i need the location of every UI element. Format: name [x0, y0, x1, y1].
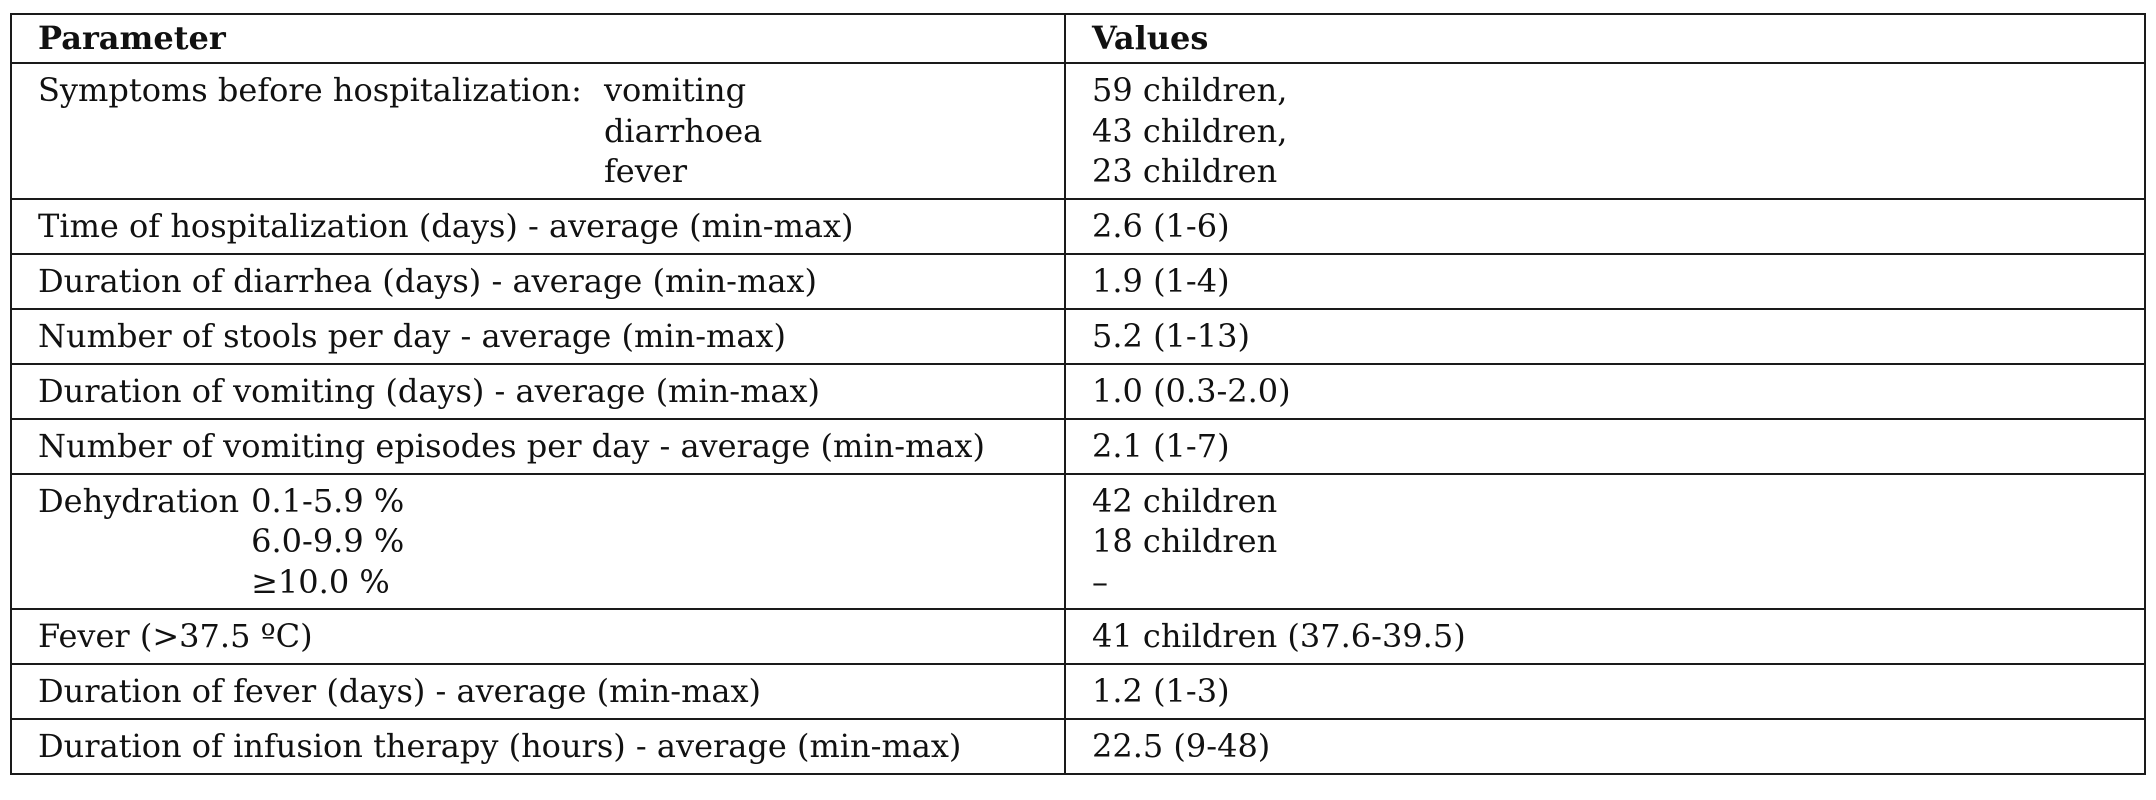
dehydration-value: –: [1092, 562, 1108, 601]
dehydration-label: Dehydration: [38, 481, 240, 520]
value-cell: 1.9 (1-4): [1064, 252, 2146, 310]
dehydration-value: 42 children: [1092, 481, 1278, 520]
clinical-parameters-table: Parameter Values Symptoms before hospita…: [10, 13, 2146, 775]
dehydration-item: ≥10.0 %: [251, 562, 390, 601]
value-cell: 2.1 (1-7): [1064, 417, 2146, 475]
symptom-value: 43 children,: [1092, 111, 1288, 150]
table-row: Number of stools per day - average (min-…: [10, 307, 2146, 365]
value-cell: 5.2 (1-13): [1064, 307, 2146, 365]
header-parameter: Parameter: [10, 13, 1066, 64]
table-row: Duration of infusion therapy (hours) - a…: [10, 718, 2146, 775]
symptom-item: diarrhoea: [603, 111, 763, 150]
parameter-cell: Number of stools per day - average (min-…: [10, 307, 1066, 365]
parameter-cell: Time of hospitalization (days) - average…: [10, 197, 1066, 255]
table-row: Number of vomiting episodes per day - av…: [10, 417, 2146, 475]
value-cell: 1.0 (0.3-2.0): [1064, 362, 2146, 420]
parameter-cell: Duration of diarrhea (days) - average (m…: [10, 252, 1066, 310]
table-row: Duration of fever (days) - average (min-…: [10, 663, 2146, 720]
parameter-cell: Fever (>37.5 ºC): [10, 608, 1066, 665]
dehydration-values-cell: 42 children 18 children –: [1064, 472, 2146, 610]
symptoms-values-cell: 59 children, 43 children, 23 children: [1064, 62, 2146, 200]
dehydration-items: 0.1-5.9 % 6.0-9.9 % ≥10.0 %: [251, 481, 404, 603]
table-row-symptoms: Symptoms before hospitalization: vomiting…: [10, 62, 2146, 200]
symptom-item: fever: [603, 152, 688, 190]
table-row: Duration of vomiting (days) - average (m…: [10, 362, 2146, 420]
table-header-row: Parameter Values: [10, 13, 2146, 64]
table-row: Fever (>37.5 ºC) 41 children (37.6-39.5): [10, 608, 2146, 665]
table-row-dehydration: Dehydration 0.1-5.9 % 6.0-9.9 % ≥10.0 % 42 …: [10, 472, 2146, 610]
value-cell: 41 children (37.6-39.5): [1064, 608, 2146, 665]
dehydration-item: 0.1-5.9 %: [251, 481, 405, 520]
value-cell: 22.5 (9-48): [1064, 718, 2146, 775]
symptoms-parameter-cell: Symptoms before hospitalization: vomiting…: [10, 62, 1066, 200]
symptom-item: vomiting: [603, 71, 747, 109]
value-cell: 2.6 (1-6): [1064, 197, 2146, 255]
dehydration-item: 6.0-9.9 %: [251, 522, 405, 560]
symptoms-items: vomiting diarrhoea fever: [604, 70, 762, 192]
parameter-cell: Duration of fever (days) - average (min-…: [10, 663, 1066, 720]
parameter-cell: Duration of vomiting (days) - average (m…: [10, 362, 1066, 420]
table-row: Time of hospitalization (days) - average…: [10, 197, 2146, 255]
parameter-cell: Duration of infusion therapy (hours) - a…: [10, 718, 1066, 775]
table-row: Duration of diarrhea (days) - average (m…: [10, 252, 2146, 310]
symptoms-label: Symptoms before hospitalization:: [38, 71, 582, 109]
dehydration-value: 18 children: [1092, 522, 1278, 560]
value-cell: 1.2 (1-3): [1064, 663, 2146, 720]
symptom-value: 23 children: [1092, 152, 1278, 190]
parameter-cell: Number of vomiting episodes per day - av…: [10, 417, 1066, 475]
symptom-value: 59 children,: [1092, 71, 1288, 109]
dehydration-parameter-cell: Dehydration 0.1-5.9 % 6.0-9.9 % ≥10.0 %: [10, 472, 1066, 610]
header-values: Values: [1064, 13, 2146, 64]
